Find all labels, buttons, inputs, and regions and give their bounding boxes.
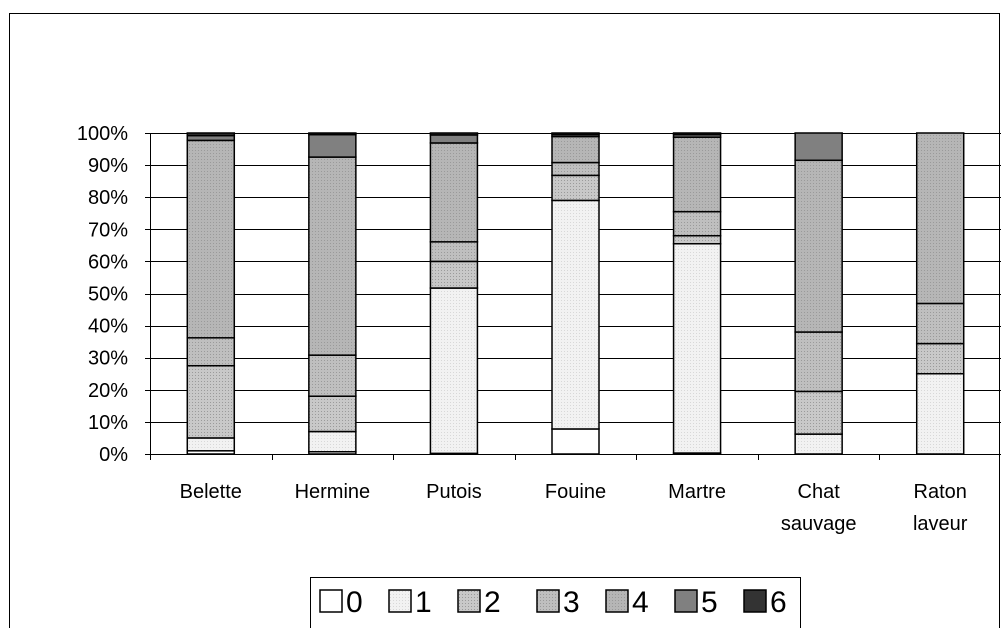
bar-segment [186,364,236,439]
bar-segment [915,302,965,345]
bar-segment [429,134,479,144]
legend-label: 5 [701,586,718,619]
bar-segment [429,260,479,289]
legend-label: 6 [770,586,787,619]
y-tick-label: 40% [88,316,128,338]
legend-label: 1 [415,586,432,619]
y-tick-label: 50% [88,284,128,306]
y-tick-label: 80% [88,187,128,209]
bar-segment [308,395,357,433]
y-tick-labels: 0% 10% 20% 30% 40% 50% 60% 70% 80% 90% 100% [77,123,128,466]
bar-segment [308,430,357,453]
bar-segment [186,132,236,137]
bar-segment [794,390,843,435]
legend-swatch [388,589,412,613]
bar-segment [915,132,965,305]
bar-segment [551,199,600,430]
bar-segment [672,136,722,213]
x-tick-label: Hermine [295,481,371,503]
bar-segment [915,373,965,455]
bar-segment [308,132,357,136]
x-tick-label: Raton laveur [913,481,968,535]
bar-segment [186,139,236,339]
bar-segment [672,242,722,454]
y-tick-label: 30% [88,348,128,370]
legend-swatch [319,589,343,613]
bar-segment [308,133,357,158]
bar-segment [429,132,479,136]
bar-segment [186,437,236,452]
bar-segment [794,159,843,333]
y-tick-label: 90% [88,155,128,177]
y-tick-label: 70% [88,219,128,241]
legend-label: 4 [632,586,649,619]
bar-segment [672,132,722,136]
legend-label: 2 [484,586,501,619]
bar-segment [308,354,357,397]
legend-label: 0 [346,586,363,619]
bars [186,132,965,455]
x-tick-label: Fouine [545,481,606,503]
y-tick-label: 0% [99,444,128,466]
bar-segment [551,161,600,177]
bar-segment [551,428,600,455]
bar-segment [672,234,722,245]
legend-label: 3 [563,586,580,619]
bar-segment [551,174,600,202]
x-tick-label: Chat sauvage [781,481,857,535]
bar-segment [308,156,357,356]
y-tick-label: 20% [88,380,128,402]
legend-swatch [605,589,629,613]
legend-swatch [674,589,698,613]
bar-segment [429,241,479,263]
bar-segment [186,337,236,367]
x-tick-label: Putois [426,481,482,503]
bar-segment [551,132,600,136]
legend-swatch [457,589,481,613]
bar-segment [794,331,843,393]
bar-segment [794,433,843,455]
bar-segment [551,135,600,164]
bar-segment [915,342,965,375]
x-tick-label: Martre [668,481,726,503]
legend-swatch [536,589,560,613]
x-tick-labels: Belette Hermine Putois Fouine Martre Chat sauv… [180,481,968,535]
y-tick-label: 60% [88,251,128,273]
bar-segment [794,132,843,162]
x-tick-label: Belette [180,481,242,503]
chart-border [9,13,1000,628]
legend-swatch [743,589,767,613]
y-tick-label: 10% [88,412,128,434]
bar-segment [429,142,479,243]
axes [145,133,1001,460]
bar-segment [429,287,479,455]
legend: 0 1 2 3 4 5 6 [310,577,801,628]
y-tick-label: 100% [77,123,128,145]
bar-segment [672,210,722,237]
